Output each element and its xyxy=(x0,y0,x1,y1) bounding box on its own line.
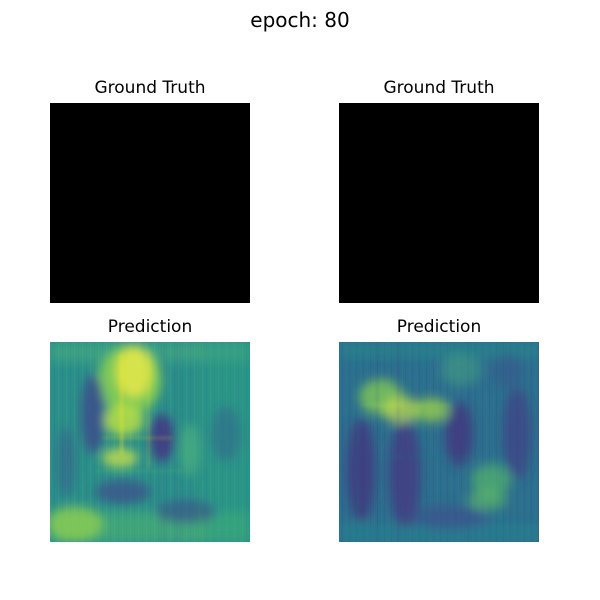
prediction-heatmap-right xyxy=(339,342,539,542)
prediction-title-right: Prediction xyxy=(396,317,482,337)
prediction-title-left: Prediction xyxy=(107,317,193,337)
ground-truth-title-left: Ground Truth xyxy=(94,78,206,98)
figure-title: epoch: 80 xyxy=(250,8,350,32)
prediction-heatmap-left xyxy=(50,342,250,542)
prediction-heatmap-left-canvas xyxy=(50,342,250,542)
prediction-heatmap-right-canvas xyxy=(339,342,539,542)
ground-truth-image-left-canvas xyxy=(50,103,250,303)
ground-truth-image-left xyxy=(50,103,250,303)
ground-truth-title-right: Ground Truth xyxy=(383,78,495,98)
ground-truth-image-right xyxy=(339,103,539,303)
ground-truth-image-right-canvas xyxy=(339,103,539,303)
